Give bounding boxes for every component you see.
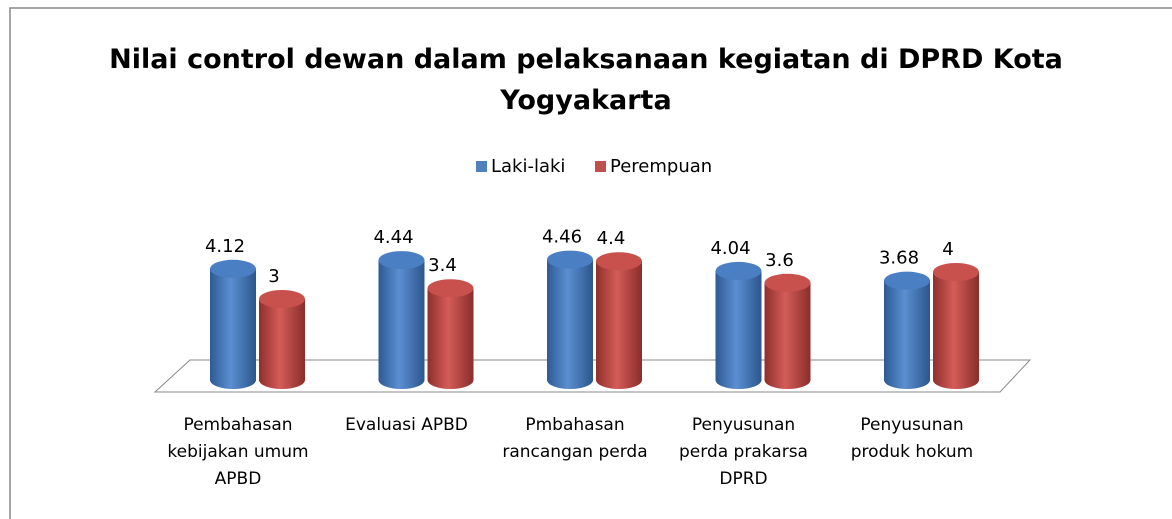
legend-label: Perempuan (610, 156, 712, 177)
bar-top (210, 259, 256, 278)
bar (259, 290, 305, 389)
bar (378, 251, 425, 389)
chart-title: Nilai control dewan dalam pelaksanaan ke… (109, 44, 1063, 116)
data-label: 3.68 (879, 248, 919, 269)
legend-label: Laki-laki (491, 156, 565, 177)
bar-body (427, 288, 474, 389)
title-line: Yogyakarta (499, 85, 671, 116)
title-line: Nilai control dewan dalam pelaksanaan ke… (109, 44, 1063, 75)
bar (210, 259, 256, 389)
bar (715, 261, 762, 389)
bar-body (547, 259, 593, 389)
bar (933, 263, 979, 389)
x-tick-label: Evaluasi APBD (345, 415, 468, 435)
data-label: 3.6 (765, 250, 794, 271)
legend-swatch (476, 161, 487, 172)
bar (427, 279, 474, 389)
bar-body (210, 268, 256, 389)
data-label: 4.12 (205, 236, 245, 257)
bar-body (259, 299, 305, 389)
data-label: 4.46 (542, 227, 582, 248)
bar-body (378, 260, 425, 389)
data-label: 4 (942, 239, 953, 260)
bar-top (259, 290, 305, 308)
x-tick-label: Pmbahasan rancangan perda (502, 415, 648, 462)
bar-top (547, 250, 593, 269)
bar-body (764, 282, 811, 389)
bar-top (933, 263, 979, 281)
data-label: 3.4 (428, 255, 457, 276)
bar (596, 252, 642, 389)
x-tick-label: Penyusunan produk hokum (850, 415, 974, 462)
bar-body (933, 272, 979, 389)
bar-body (884, 280, 930, 389)
bar-top (884, 271, 930, 290)
bar-top (764, 273, 811, 292)
data-label: 4.4 (597, 228, 626, 249)
bar-body (715, 270, 762, 389)
bar-top (596, 252, 642, 271)
data-label: 4.44 (373, 227, 413, 248)
x-tick-label: Penyusunan perda prakarsa DPRD (679, 415, 808, 489)
x-tick-label: Pembahasan kebijakan umum APBD (167, 415, 309, 489)
bar (764, 273, 811, 389)
bar-top (378, 251, 425, 270)
bar-top (427, 279, 474, 298)
data-label: 3 (268, 266, 279, 287)
bar (547, 250, 593, 389)
bar-body (596, 261, 642, 389)
bar (884, 271, 930, 389)
legend-swatch (595, 161, 606, 172)
bar-top (715, 261, 762, 280)
data-label: 4.04 (710, 238, 750, 259)
